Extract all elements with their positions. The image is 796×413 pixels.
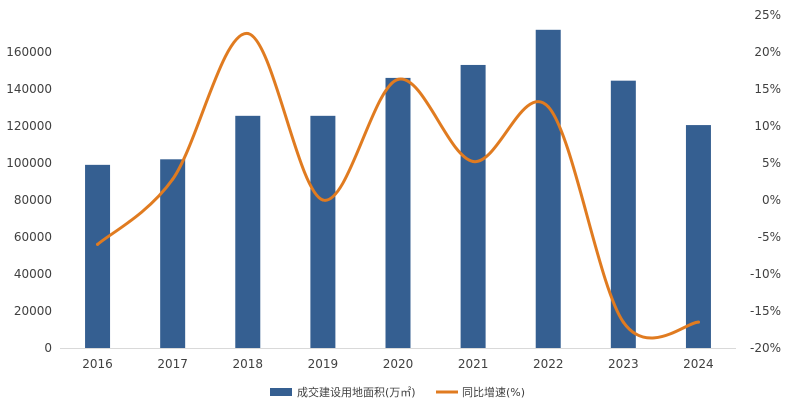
- x-axis-ticks: 2016 2017 2018 2019 2020 2021 2022 2023 2024: [82, 357, 713, 371]
- right-axis-tick-label: 20%: [754, 45, 781, 59]
- bar-2019: [310, 115, 336, 348]
- right-axis-tick-label: 5%: [762, 156, 781, 170]
- right-axis-tick-label: 0%: [762, 193, 781, 207]
- legend-label-bar: 成交建设用地面积(万㎡): [297, 385, 416, 399]
- right-axis-tick-label: -20%: [750, 341, 781, 355]
- bar-2021: [460, 64, 486, 348]
- legend-swatch-bar: [270, 388, 292, 396]
- line-point-2016: [96, 242, 100, 246]
- x-axis-tick-label: 2019: [308, 357, 339, 371]
- x-axis-tick-label: 2021: [458, 357, 489, 371]
- bar-2020: [385, 77, 411, 349]
- bar-series: [85, 29, 711, 349]
- right-axis-ticks: -20% -15% -10% -5% 0% 5% 10% 15% 20% 25%: [750, 8, 781, 355]
- left-axis-tick-label: 120000: [6, 119, 52, 133]
- left-axis-tick-label: 160000: [6, 45, 52, 59]
- line-point-2019: [321, 198, 325, 202]
- x-axis-tick-label: 2024: [683, 357, 714, 371]
- left-axis-tick-label: 80000: [14, 193, 52, 207]
- left-axis-tick-label: 140000: [6, 82, 52, 96]
- right-axis-tick-label: 25%: [754, 8, 781, 22]
- right-axis-tick-label: -15%: [750, 304, 781, 318]
- line-point-2023: [621, 320, 625, 324]
- right-axis-tick-label: 10%: [754, 119, 781, 133]
- bar-2016: [85, 164, 111, 348]
- bar-2022: [535, 29, 561, 349]
- left-axis-tick-label: 0: [44, 341, 52, 355]
- bar-2018: [235, 115, 261, 348]
- line-point-2020: [396, 77, 400, 81]
- left-axis-tick-label: 60000: [14, 230, 52, 244]
- bar-2017: [160, 159, 186, 348]
- legend-label-line: 同比增速(%): [462, 385, 525, 399]
- right-axis-tick-label: 15%: [754, 82, 781, 96]
- left-axis-tick-label: 100000: [6, 156, 52, 170]
- left-axis-tick-label: 20000: [14, 304, 52, 318]
- x-axis-tick-label: 2017: [157, 357, 188, 371]
- bar-2024: [685, 125, 711, 348]
- x-axis-tick-label: 2023: [608, 357, 639, 371]
- line-point-2021: [471, 160, 475, 164]
- line-series: [96, 32, 700, 340]
- line-point-2017: [171, 177, 175, 181]
- x-axis-tick-label: 2016: [82, 357, 113, 371]
- x-axis-tick-label: 2018: [233, 357, 264, 371]
- x-axis-tick-label: 2020: [383, 357, 414, 371]
- right-axis-tick-label: -10%: [750, 267, 781, 281]
- left-axis-tick-label: 40000: [14, 267, 52, 281]
- line-point-2018: [246, 32, 250, 35]
- line-point-2022: [546, 105, 550, 109]
- line-point-2024: [696, 320, 700, 324]
- legend: 成交建设用地面积(万㎡) 同比增速(%): [270, 385, 525, 399]
- right-axis-tick-label: -5%: [758, 230, 781, 244]
- x-axis-tick-label: 2022: [533, 357, 564, 371]
- left-axis-ticks: 0 20000 40000 60000 80000 100000 120000 140000 1…: [6, 45, 52, 355]
